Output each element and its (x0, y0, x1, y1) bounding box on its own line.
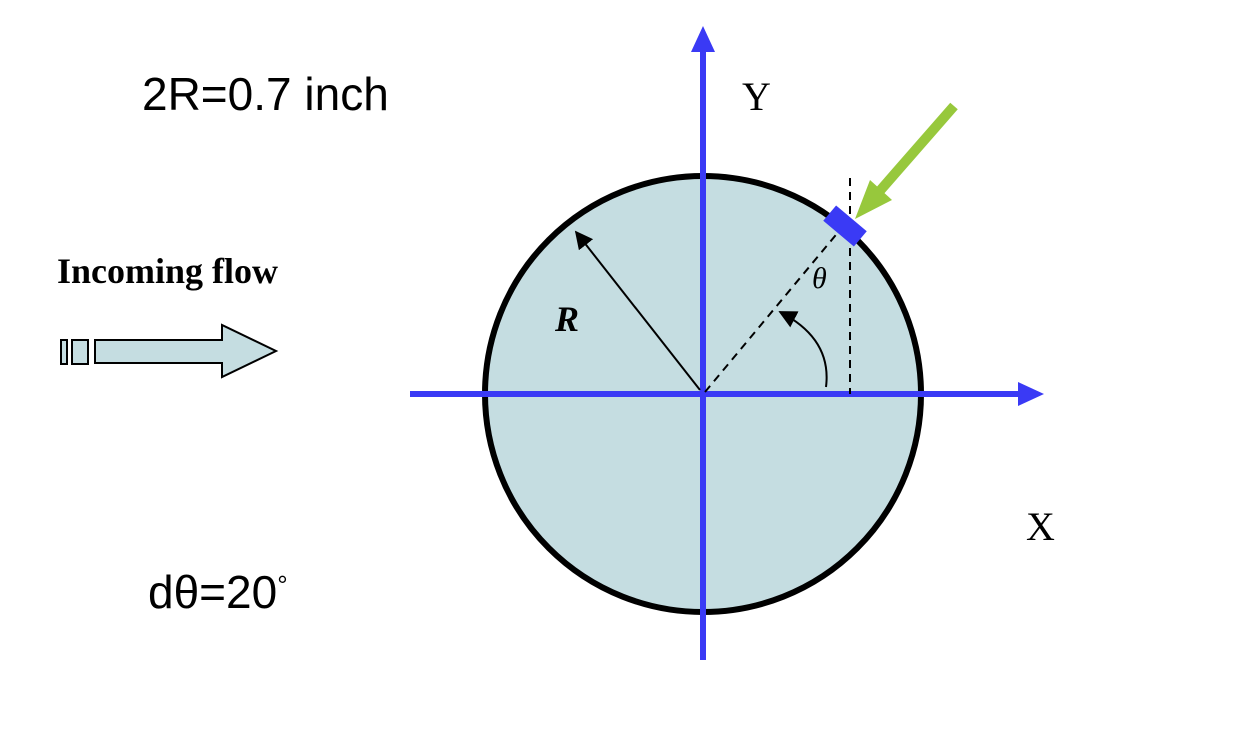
dtheta-value: dθ=20 (148, 566, 277, 618)
x-axis-label: X (1026, 504, 1055, 549)
radius-label: R (554, 299, 579, 339)
diameter-label: 2R=0.7 inch (142, 68, 389, 120)
degree-symbol: ° (277, 570, 287, 600)
radius-arrow (574, 230, 701, 391)
y-axis-label: Y (742, 74, 771, 119)
sensor-ray (704, 229, 841, 393)
theta-label: θ (812, 262, 827, 295)
flow-dash-1 (60, 339, 68, 365)
dtheta-label: dθ=20° (148, 566, 288, 618)
flow-arrow-body (94, 323, 279, 379)
x-axis-arrowhead (1018, 382, 1044, 406)
sensor (823, 205, 867, 247)
incoming-flow-arrow (60, 323, 279, 379)
probe-arrow-shaft (874, 102, 958, 197)
flow-dash-2 (71, 339, 89, 365)
probe-arrow-head (855, 180, 892, 219)
incoming-flow-label: Incoming flow (57, 251, 278, 291)
y-axis-arrowhead (691, 26, 715, 52)
angle-arc (778, 311, 828, 388)
